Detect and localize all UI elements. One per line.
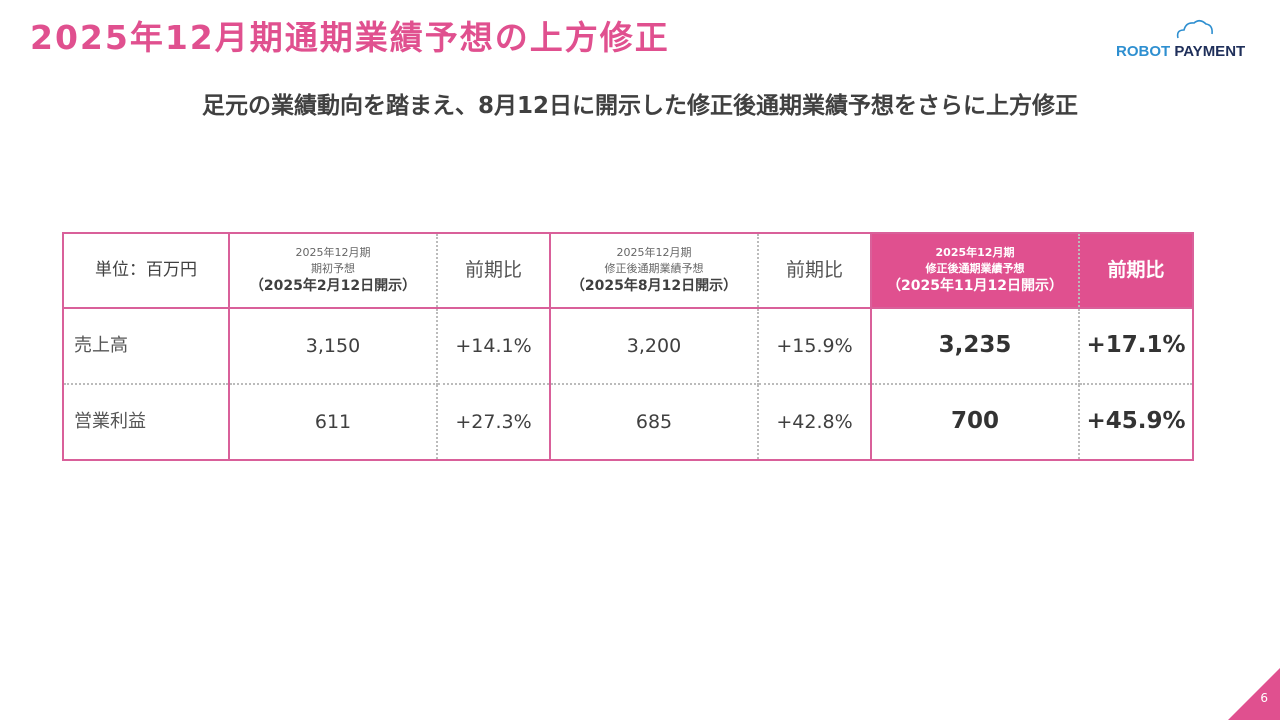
forecast-table: 単位：百万円 2025年12月期 期初予想 （2025年2月12日開示） 前期比 2… bbox=[62, 232, 1194, 461]
header-period: 2025年12月期 bbox=[295, 245, 371, 259]
cell: +45.9% bbox=[1078, 383, 1194, 461]
cell: +42.8% bbox=[757, 383, 872, 461]
page-number: 6 bbox=[1260, 691, 1268, 705]
corner-decoration bbox=[1228, 668, 1280, 720]
cell: 700 bbox=[870, 383, 1080, 461]
header-disclosure-date: （2025年11月12日開示） bbox=[887, 277, 1063, 294]
logo-text-robot: ROBOT bbox=[1116, 43, 1171, 60]
cell: 3,150 bbox=[228, 307, 438, 385]
logo-text: ROBOT PAYMENT bbox=[1116, 42, 1245, 62]
cell: +27.3% bbox=[436, 383, 551, 461]
header-disclosure-date: （2025年2月12日開示） bbox=[249, 277, 417, 294]
unit-label: 単位：百万円 bbox=[62, 232, 230, 309]
table-row: 売上高 3,150 +14.1% 3,200 +15.9% 3,235 +17.… bbox=[62, 307, 1194, 385]
robot-payment-logo: ROBOT PAYMENT bbox=[1116, 18, 1266, 64]
cell: +14.1% bbox=[436, 307, 551, 385]
header-yoy: 前期比 bbox=[1078, 232, 1194, 309]
page-title: 2025年12月期通期業績予想の上方修正 bbox=[30, 18, 670, 57]
header-initial-forecast: 2025年12月期 期初予想 （2025年2月12日開示） bbox=[228, 232, 438, 309]
header-yoy: 前期比 bbox=[757, 232, 872, 309]
logo-text-payment: PAYMENT bbox=[1170, 43, 1246, 60]
header-nov-forecast: 2025年12月期 修正後通期業績予想 （2025年11月12日開示） bbox=[870, 232, 1080, 309]
cell: 3,235 bbox=[870, 307, 1080, 385]
header-period: 2025年12月期 bbox=[935, 245, 1015, 259]
cloud-icon bbox=[1176, 19, 1213, 39]
table-header-row: 単位：百万円 2025年12月期 期初予想 （2025年2月12日開示） 前期比 2… bbox=[62, 232, 1194, 309]
header-forecast-type: 修正後通期業績予想 bbox=[604, 261, 704, 275]
row-label: 営業利益 bbox=[62, 383, 230, 461]
header-yoy: 前期比 bbox=[436, 232, 551, 309]
header-forecast-type: 修正後通期業績予想 bbox=[925, 261, 1025, 275]
table-row: 営業利益 611 +27.3% 685 +42.8% 700 +45.9% bbox=[62, 383, 1194, 461]
cell: +15.9% bbox=[757, 307, 872, 385]
header-forecast-type: 期初予想 bbox=[311, 261, 355, 275]
header-period: 2025年12月期 bbox=[616, 245, 692, 259]
header-aug-forecast: 2025年12月期 修正後通期業績予想 （2025年8月12日開示） bbox=[549, 232, 759, 309]
header-disclosure-date: （2025年8月12日開示） bbox=[570, 277, 738, 294]
cell: 3,200 bbox=[549, 307, 759, 385]
cell: 685 bbox=[549, 383, 759, 461]
cell: +17.1% bbox=[1078, 307, 1194, 385]
cell: 611 bbox=[228, 383, 438, 461]
row-label: 売上高 bbox=[62, 307, 230, 385]
subtitle: 足元の業績動向を踏まえ、8月12日に開示した修正後通期業績予想をさらに上方修正 bbox=[201, 93, 1078, 119]
